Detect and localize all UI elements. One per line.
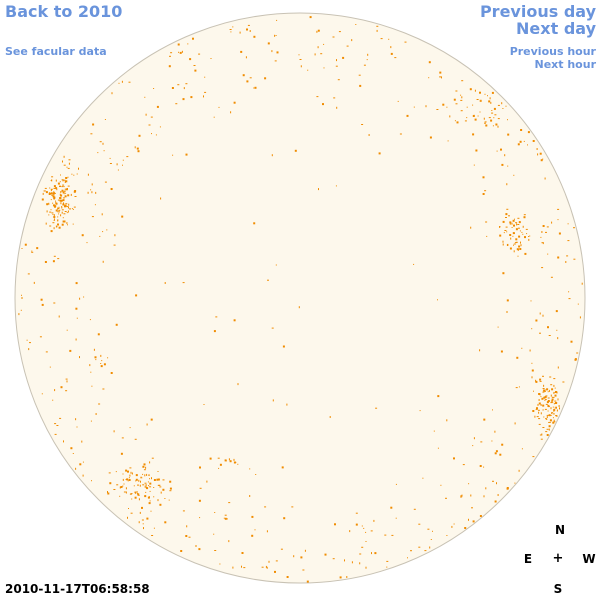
solar-disk xyxy=(14,12,586,584)
compass-east-label: E xyxy=(523,552,533,566)
compass-north-label: N xyxy=(554,523,566,537)
see-facular-data-link[interactable]: See facular data xyxy=(5,45,107,58)
observation-timestamp: 2010-11-17T06:58:58 xyxy=(5,582,150,596)
previous-day-link[interactable]: Previous day xyxy=(479,2,596,21)
compass-south-label: S xyxy=(553,582,563,596)
next-day-link[interactable]: Next day xyxy=(516,19,596,38)
next-hour-link[interactable]: Next hour xyxy=(534,58,597,71)
back-to-year-link[interactable]: Back to 2010 xyxy=(5,2,123,21)
compass-west-label: W xyxy=(582,552,596,566)
previous-hour-link[interactable]: Previous hour xyxy=(509,45,596,58)
faculae-markers xyxy=(18,16,583,583)
compass-center-icon: + xyxy=(552,551,564,566)
